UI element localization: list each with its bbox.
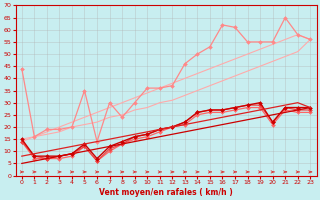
X-axis label: Vent moyen/en rafales ( km/h ): Vent moyen/en rafales ( km/h )	[99, 188, 233, 197]
